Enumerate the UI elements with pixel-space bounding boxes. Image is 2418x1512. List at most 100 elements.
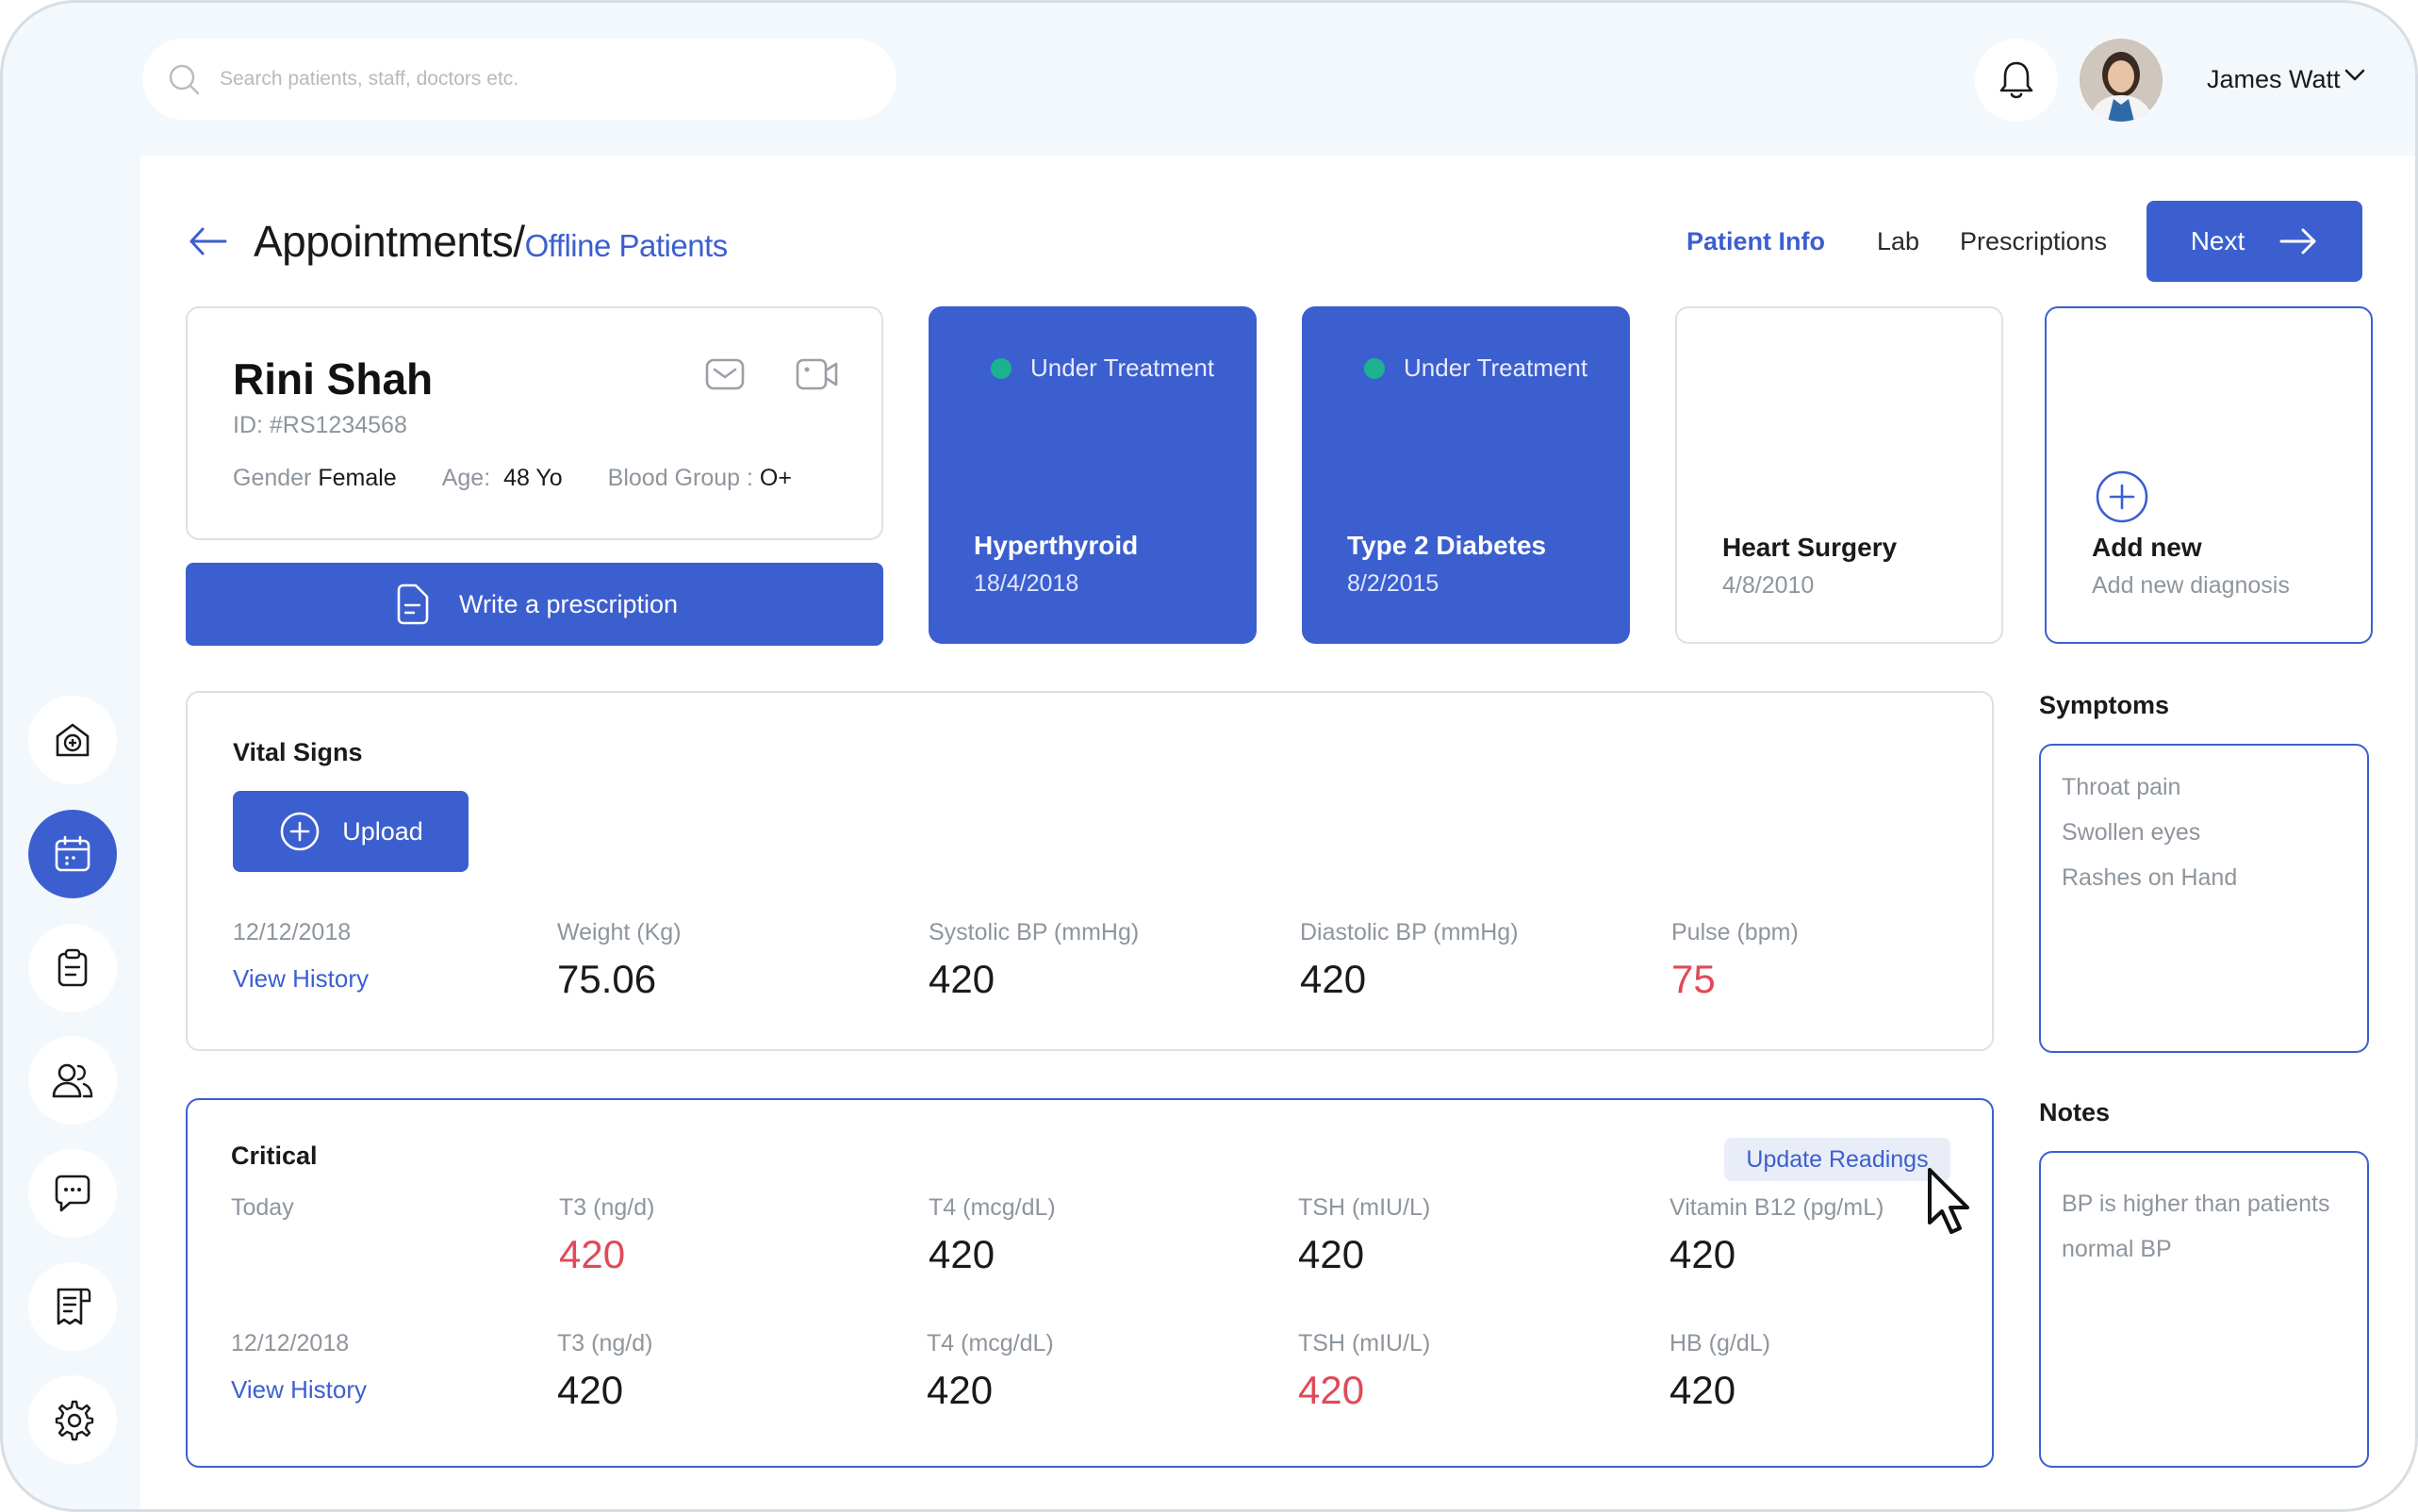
t4-value: 420 xyxy=(929,1232,995,1276)
status-dot xyxy=(1364,357,1385,379)
sidebar-item-users[interactable] xyxy=(28,1036,117,1125)
write-prescription-label: Write a prescription xyxy=(458,589,679,618)
search-input[interactable] xyxy=(220,68,842,90)
status-badge: Under Treatment xyxy=(991,353,1214,383)
breadcrumb: Appointments/Offline Patients xyxy=(254,216,728,267)
prescription-icon xyxy=(397,583,429,625)
diagnosis-card-hyperthyroid[interactable]: Under Treatment Hyperthyroid 18/4/2018 xyxy=(929,306,1257,644)
tab-patient-info[interactable]: Patient Info xyxy=(1686,227,1825,255)
systolic-bp-label: Systolic BP (mmHg) xyxy=(929,919,1140,945)
t3-value: 420 xyxy=(559,1232,626,1276)
weight-value: 75.06 xyxy=(557,957,657,1001)
notes-text: BP is higher than patients normal BP xyxy=(2062,1191,2330,1262)
diagnosis-name: Hyperthyroid xyxy=(974,531,1139,560)
status-dot xyxy=(991,357,1012,379)
vital-signs-title: Vital Signs xyxy=(233,738,363,766)
sidebar-item-records[interactable] xyxy=(28,924,117,1012)
write-prescription-button[interactable]: Write a prescription xyxy=(186,563,883,646)
search-icon xyxy=(169,64,200,95)
diagnosis-card-type2-diabetes[interactable]: Under Treatment Type 2 Diabetes 8/2/2015 xyxy=(1302,306,1630,644)
sidebar-item-appointments[interactable] xyxy=(28,810,117,898)
arrow-right-icon xyxy=(2279,228,2316,255)
pulse-label: Pulse (bpm) xyxy=(1671,919,1799,945)
vitals-date: 12/12/2018 xyxy=(233,919,352,945)
diastolic-bp-label: Diastolic BP (mmHg) xyxy=(1300,919,1519,945)
symptom-item: Throat pain xyxy=(2062,774,2181,800)
critical-card: Critical Update Readings Today T3 (ng/d)… xyxy=(186,1098,1994,1468)
update-readings-button[interactable]: Update Readings xyxy=(1724,1138,1950,1181)
age-value: 48 Yo xyxy=(503,465,563,491)
add-diagnosis-card[interactable]: Add new Add new diagnosis xyxy=(2045,306,2373,644)
critical-view-history-link[interactable]: View History xyxy=(231,1375,368,1404)
user-photo-icon xyxy=(2080,39,2163,122)
chat-icon xyxy=(55,1175,90,1212)
symptom-item: Rashes on Hand xyxy=(2062,864,2238,891)
patient-details: Gender Female Age: 48 Yo Blood Group : O… xyxy=(233,465,792,492)
diagnosis-card-heart-surgery[interactable]: Heart Surgery 4/8/2010 xyxy=(1675,306,2003,644)
blood-group-label: Blood Group : xyxy=(607,465,753,491)
chevron-down-icon[interactable] xyxy=(2344,69,2365,82)
vitals-view-history-link[interactable]: View History xyxy=(233,964,370,993)
users-icon xyxy=(52,1063,93,1098)
report-icon xyxy=(57,1288,91,1325)
user-name[interactable]: James Watt xyxy=(2207,65,2341,93)
t4-label: T4 (mcg/dL) xyxy=(929,1194,1056,1221)
diagnosis-date: 18/4/2018 xyxy=(974,570,1079,597)
next-button-label: Next xyxy=(2190,226,2245,255)
patient-id: ID: #RS1234568 xyxy=(233,412,407,438)
past-t3-value: 420 xyxy=(557,1368,624,1412)
add-diagnosis-title: Add new xyxy=(2092,533,2202,562)
plus-circle-icon xyxy=(2096,470,2148,523)
plus-circle-icon xyxy=(280,812,320,851)
back-arrow-icon[interactable] xyxy=(188,225,229,257)
sidebar-item-reports[interactable] xyxy=(28,1262,117,1351)
video-call-icon[interactable] xyxy=(795,355,840,393)
tsh-value: 420 xyxy=(1298,1232,1365,1276)
next-button[interactable]: Next xyxy=(2147,201,2362,282)
upload-label: Upload xyxy=(342,816,423,846)
gender-value: Female xyxy=(318,465,397,491)
clipboard-icon xyxy=(58,948,88,987)
age-label: Age: xyxy=(441,465,491,491)
t3-label: T3 (ng/d) xyxy=(559,1194,655,1221)
avatar[interactable] xyxy=(2080,39,2163,122)
tsh-label: TSH (mIU/L) xyxy=(1298,1194,1431,1221)
upload-button[interactable]: Upload xyxy=(233,791,469,872)
past-tsh-label: TSH (mIU/L) xyxy=(1298,1330,1431,1356)
notes-title: Notes xyxy=(2039,1098,2111,1126)
sidebar-item-settings[interactable] xyxy=(28,1375,117,1464)
add-diagnosis-subtitle: Add new diagnosis xyxy=(2092,572,2290,599)
status-text: Under Treatment xyxy=(1404,353,1588,382)
notifications-button[interactable] xyxy=(1975,39,2058,122)
past-t3-label: T3 (ng/d) xyxy=(557,1330,653,1356)
vital-signs-card: Vital Signs Upload 12/12/2018 View Histo… xyxy=(186,691,1994,1051)
bell-icon xyxy=(1999,61,2033,99)
patient-card: Rini Shah ID: #RS1234568 Gender Female A… xyxy=(186,306,883,540)
hospital-icon xyxy=(56,723,90,757)
mouse-cursor-icon xyxy=(1928,1168,1969,1234)
calendar-icon xyxy=(55,835,90,872)
search-bar[interactable] xyxy=(142,39,896,120)
diagnosis-date: 4/8/2010 xyxy=(1722,572,1815,599)
sidebar-item-messages[interactable] xyxy=(28,1149,117,1238)
symptoms-title: Symptoms xyxy=(2039,691,2170,719)
tab-prescriptions[interactable]: Prescriptions xyxy=(1960,227,2108,255)
status-text: Under Treatment xyxy=(1030,353,1215,382)
past-t4-value: 420 xyxy=(927,1368,994,1412)
diastolic-bp-value: 420 xyxy=(1300,957,1367,1001)
breadcrumb-appointments[interactable]: Appointments/ xyxy=(254,217,525,266)
diagnosis-name: Type 2 Diabetes xyxy=(1347,531,1547,560)
sidebar-item-hospital[interactable] xyxy=(28,696,117,784)
diagnosis-date: 8/2/2015 xyxy=(1347,570,1439,597)
breadcrumb-offline-patients[interactable]: Offline Patients xyxy=(524,228,729,263)
past-hb-value: 420 xyxy=(1670,1368,1736,1412)
patient-name: Rini Shah xyxy=(233,354,434,403)
past-hb-label: HB (g/dL) xyxy=(1670,1330,1770,1356)
tab-lab[interactable]: Lab xyxy=(1877,227,1920,255)
notes-box[interactable]: BP is higher than patients normal BP xyxy=(2039,1151,2369,1468)
weight-label: Weight (Kg) xyxy=(557,919,682,945)
pulse-value: 75 xyxy=(1671,957,1716,1001)
mail-icon[interactable] xyxy=(704,355,746,393)
past-tsh-value: 420 xyxy=(1298,1368,1365,1412)
